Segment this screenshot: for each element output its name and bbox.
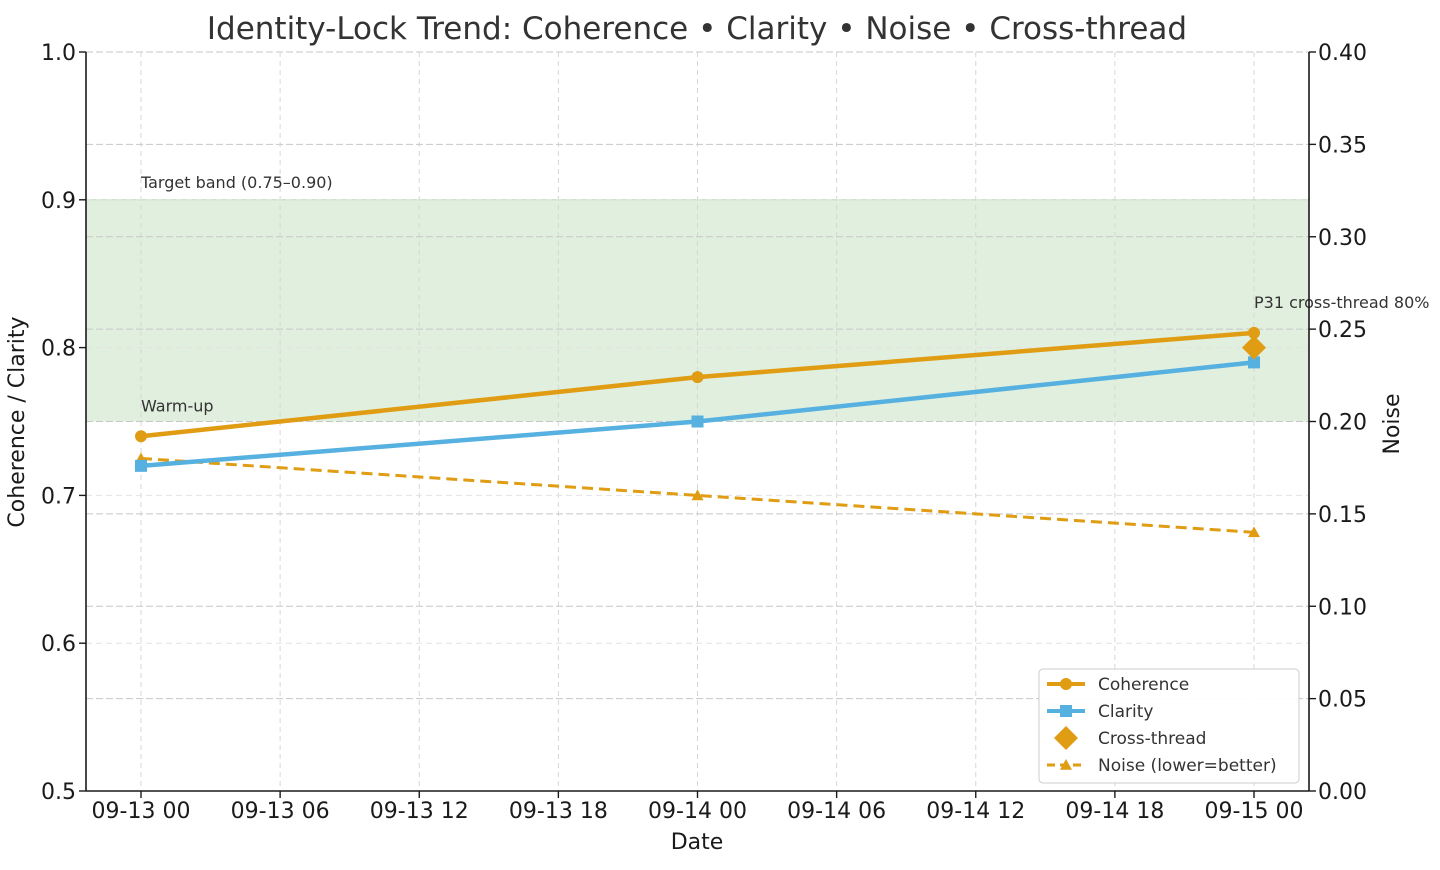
x-tick-label: 09-14 12 [926,799,1025,824]
y-right-axis-ticks: 0.00 0.05 0.10 0.15 0.20 0.25 0.30 0.35 0.40 [1309,41,1367,805]
legend-item: Coherence [1047,675,1189,695]
y-left-tick-label: 0.5 [41,780,76,805]
legend-item: Noise (lower=better) [1047,756,1277,776]
x-tick-label: 09-13 00 [92,799,191,824]
x-axis-ticks: 09-13 00 09-13 06 09-13 12 09-13 18 09-14 00… [92,791,1304,824]
y-left-tick-label: 0.9 [41,189,76,214]
x-tick-label: 09-14 00 [648,799,747,824]
legend-label: Cross-thread [1098,729,1206,749]
legend-item: Clarity [1047,702,1153,722]
annotation: Warm-up [141,397,214,416]
y-right-tick-label: 0.00 [1318,780,1367,805]
x-axis-label: Date [671,830,724,855]
annotation-layer: Target band (0.75–0.90) Warm-up P31 cross-… [140,173,1429,416]
x-tick-label: 09-13 12 [370,799,469,824]
y-left-axis-ticks: 0.5 0.6 0.7 0.8 0.9 1.0 [41,41,86,805]
y-left-tick-label: 0.8 [41,337,76,362]
data-point [1242,335,1266,360]
y-left-tick-label: 1.0 [41,41,76,66]
x-tick-label: 09-15 00 [1205,799,1304,824]
target-band-label: Target band (0.75–0.90) [140,173,333,192]
y-right-tick-label: 0.35 [1318,133,1367,158]
legend-swatch-marker [1060,759,1072,770]
x-tick-label: 09-14 18 [1065,799,1164,824]
series-clarity [135,356,1260,472]
y-left-tick-label: 0.6 [41,632,76,657]
legend-swatch-marker [1054,726,1078,750]
legend-item: Cross-thread [1054,726,1206,750]
legend-label: Coherence [1098,675,1189,695]
legend-label: Noise (lower=better) [1098,756,1277,776]
y-right-tick-label: 0.15 [1318,503,1367,528]
legend-box [1038,668,1300,784]
y-left-tick-label: 0.7 [41,484,76,509]
y-right-tick-label: 0.10 [1318,595,1367,620]
data-point [1248,526,1260,538]
data-point [135,459,147,472]
data-point [691,489,704,501]
y-right-tick-label: 0.30 [1318,226,1367,251]
data-point [1248,356,1260,369]
series-coherence [135,326,1260,443]
chart-title: Identity-Lock Trend: Coherence • Clarity… [207,11,1187,47]
series-layer [135,326,1266,538]
series-cross-thread [1242,335,1266,360]
y-right-tick-label: 0.25 [1318,318,1367,343]
y-right-axis-label: Noise [1380,393,1405,454]
y-right-tick-label: 0.05 [1318,688,1367,713]
annotation: P31 cross-thread 80% [1254,293,1429,312]
legend-label: Clarity [1098,702,1153,722]
x-tick-label: 09-14 06 [787,799,886,824]
legend-swatch-marker [1060,705,1072,717]
data-point [1248,326,1260,339]
legend-swatch-marker [1060,678,1072,690]
x-tick-label: 09-13 06 [231,799,330,824]
data-point [691,371,704,384]
data-point [691,415,704,428]
x-tick-label: 09-13 18 [509,799,608,824]
y-left-axis-label: Coherence / Clarity [5,316,30,527]
y-right-tick-label: 0.40 [1318,41,1367,66]
y-right-tick-label: 0.20 [1318,411,1367,436]
legend: Coherence Clarity Cross-thread Noise (lower… [1038,668,1300,784]
data-point [135,430,147,443]
